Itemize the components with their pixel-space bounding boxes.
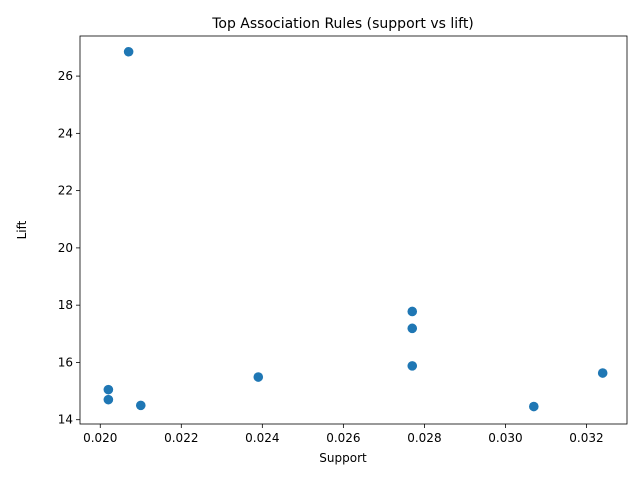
scatter-point bbox=[135, 400, 146, 411]
x-tick-label: 0.026 bbox=[326, 431, 360, 445]
x-tick-label: 0.032 bbox=[569, 431, 603, 445]
y-tick-label: 20 bbox=[58, 241, 73, 255]
x-tick-label: 0.028 bbox=[407, 431, 441, 445]
y-tick-label: 18 bbox=[58, 298, 73, 312]
y-axis-ticks: 14 16 18 20 22 24 26 bbox=[58, 69, 80, 427]
chart-title: Top Association Rules (support vs lift) bbox=[211, 16, 474, 32]
x-tick-label: 0.024 bbox=[245, 431, 279, 445]
x-tick-label: 0.022 bbox=[164, 431, 198, 445]
scatter-point bbox=[529, 401, 539, 412]
x-tick-label: 0.020 bbox=[83, 431, 117, 445]
y-tick-label: 14 bbox=[58, 413, 73, 427]
y-tick-label: 24 bbox=[58, 126, 73, 140]
points-layer bbox=[103, 46, 608, 412]
scatter-point bbox=[407, 361, 418, 371]
y-tick-label: 22 bbox=[58, 184, 73, 198]
x-axis-ticks: 0.020 0.022 0.024 0.026 0.028 0.030 0.032 bbox=[83, 424, 604, 445]
scatter-point bbox=[253, 372, 264, 382]
scatter-point bbox=[597, 368, 608, 378]
scatter-point bbox=[123, 46, 134, 57]
scatter-point bbox=[103, 384, 114, 395]
scatter-point bbox=[407, 323, 418, 334]
scatter-point bbox=[103, 394, 114, 405]
x-tick-label: 0.030 bbox=[488, 431, 522, 445]
plot-frame bbox=[79, 35, 628, 425]
x-axis-label: Support bbox=[319, 451, 367, 465]
y-axis-label: Lift bbox=[15, 220, 29, 239]
y-tick-label: 26 bbox=[58, 69, 73, 83]
y-tick-label: 16 bbox=[58, 355, 73, 369]
plot-area bbox=[80, 36, 627, 424]
scatter-point bbox=[407, 306, 418, 317]
